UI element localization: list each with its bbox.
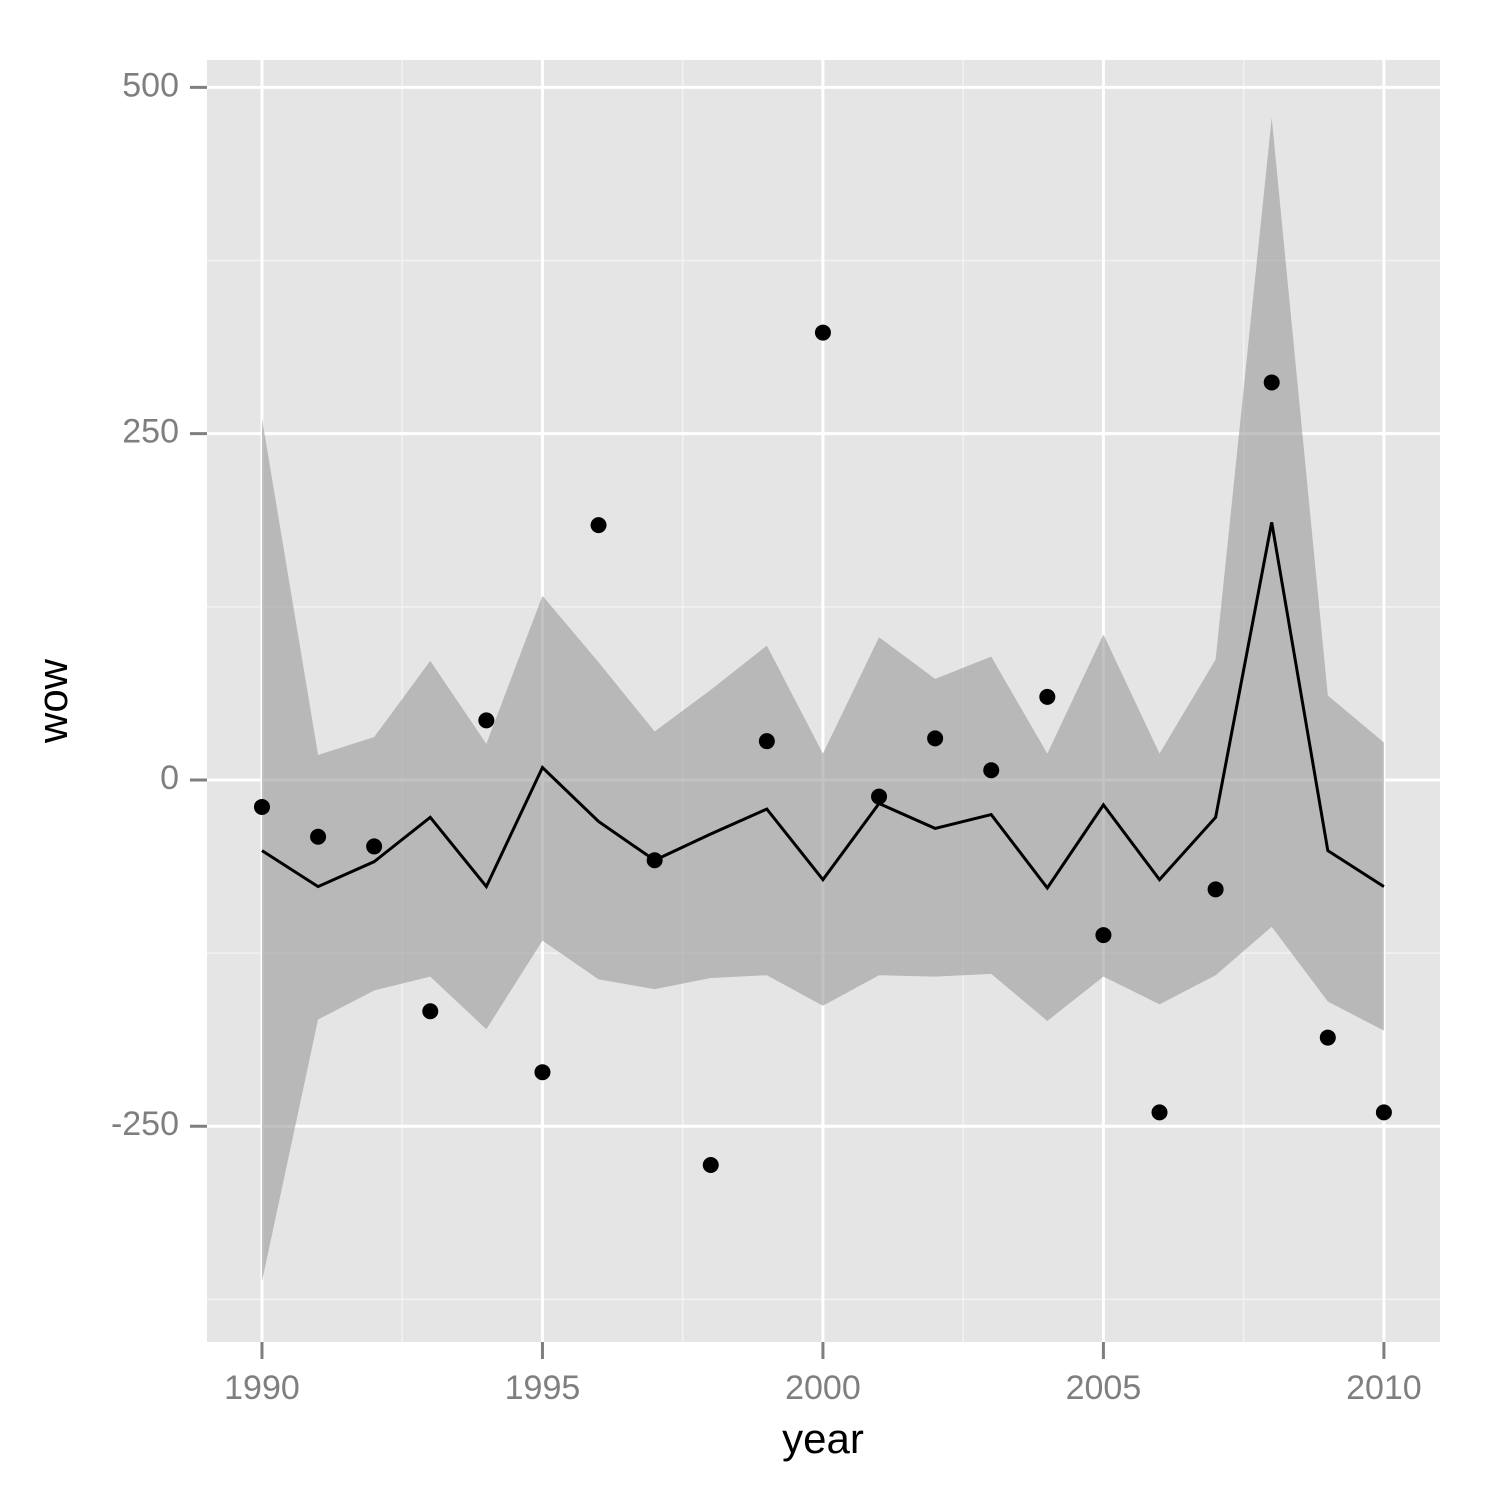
data-point — [1151, 1104, 1168, 1121]
data-point — [478, 712, 495, 729]
data-point — [1095, 927, 1112, 944]
data-point — [1319, 1029, 1336, 1046]
y-axis-title: wow — [29, 658, 76, 744]
data-point — [1263, 374, 1280, 391]
data-point — [702, 1156, 719, 1173]
data-point — [871, 788, 888, 805]
x-tick-label: 1995 — [505, 1369, 581, 1407]
data-point — [927, 730, 944, 747]
data-point — [814, 324, 831, 341]
y-tick-label: -250 — [111, 1105, 179, 1143]
data-point — [983, 762, 1000, 779]
x-tick-label: 2010 — [1346, 1369, 1422, 1407]
y-tick-label: 0 — [160, 759, 179, 797]
data-point — [1039, 688, 1056, 705]
data-point — [1207, 881, 1224, 898]
x-axis-title: year — [782, 1415, 864, 1462]
x-tick-label: 2000 — [785, 1369, 861, 1407]
data-point — [422, 1003, 439, 1020]
confidence-band — [261, 117, 1384, 1282]
data-point — [366, 838, 383, 855]
data-point — [253, 798, 270, 815]
data-point — [758, 733, 775, 750]
data-point — [590, 517, 607, 534]
data-point — [1375, 1104, 1392, 1121]
x-tick-label: 2005 — [1066, 1369, 1142, 1407]
data-point — [310, 828, 327, 845]
y-tick-label: 500 — [122, 66, 179, 104]
x-tick-label: 1990 — [224, 1369, 300, 1407]
data-point — [646, 852, 663, 869]
trend-line — [261, 522, 1385, 891]
y-tick-label: 250 — [122, 413, 179, 451]
data-point — [534, 1064, 551, 1081]
